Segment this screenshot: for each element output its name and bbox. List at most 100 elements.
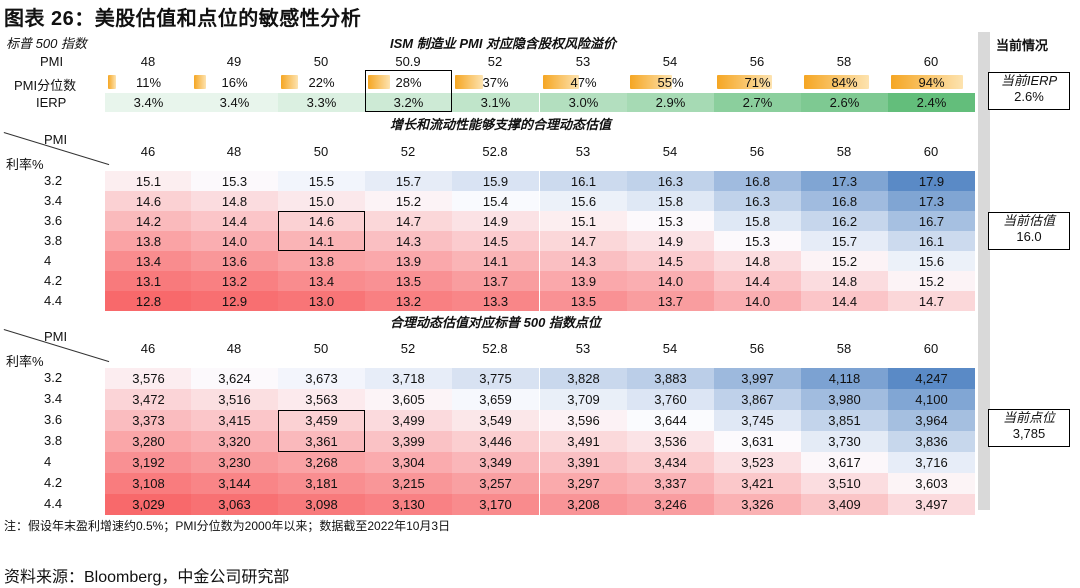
valuation-cell: 14.6 (278, 211, 365, 231)
valuation-cell: 13.9 (540, 271, 627, 291)
valuation-cell: 16.3 (714, 191, 801, 211)
ierp-cell: 3.2% (365, 93, 452, 112)
valuation-cell: 13.7 (452, 271, 539, 291)
index-level-cell: 3,337 (627, 473, 714, 494)
valuation-rate-label: 4.2 (44, 273, 63, 288)
index-level-current-highlight (278, 410, 365, 452)
index-level-cell: 3,828 (540, 368, 627, 389)
pmi-header: 60 (923, 54, 939, 69)
index-level-cell: 3,268 (278, 452, 365, 473)
index-level-rate-label: 4.4 (44, 496, 63, 511)
pmi-header: 50.9 (395, 54, 421, 69)
index-level-cell: 3,349 (452, 452, 539, 473)
valuation-cell: 14.9 (627, 231, 714, 251)
valuation-cell: 16.3 (627, 171, 714, 191)
gray-separator-band (978, 32, 990, 510)
index-level-pmi-header: 46 (140, 341, 156, 356)
index-level-cell: 3,373 (105, 410, 192, 431)
index-level-cell: 3,421 (714, 473, 801, 494)
valuation-cell: 14.7 (540, 231, 627, 251)
ierp-cell: 2.9% (627, 93, 714, 112)
valuation-current-box: 当前估值 16.0 (988, 212, 1070, 250)
valuation-cell: 16.8 (714, 171, 801, 191)
index-level-cell: 3,605 (365, 389, 452, 410)
pmi-percentile-value: 94% (918, 74, 945, 90)
valuation-cell: 15.5 (278, 171, 365, 191)
valuation-cell: 13.5 (365, 271, 452, 291)
valuation-cell: 13.8 (105, 231, 192, 251)
valuation-cell: 14.8 (191, 191, 278, 211)
valuation-cell: 16.8 (801, 191, 888, 211)
index-level-pmi-header: 48 (226, 341, 242, 356)
pmi-header: 53 (575, 54, 591, 69)
index-level-cell: 3,280 (105, 431, 192, 452)
valuation-corner-pmi: PMI (44, 132, 68, 147)
valuation-cell: 15.1 (540, 211, 627, 231)
valuation-cell: 15.3 (191, 171, 278, 191)
index-level-cell: 3,718 (365, 368, 452, 389)
index-level-cell: 3,536 (627, 431, 714, 452)
index-level-cell: 3,745 (714, 410, 801, 431)
index-level-pmi-header: 58 (836, 341, 852, 356)
index-level-cell: 3,130 (365, 494, 452, 515)
index-level-pmi-header: 56 (749, 341, 765, 356)
index-level-cell: 3,730 (801, 431, 888, 452)
valuation-cell: 14.9 (452, 211, 539, 231)
valuation-cell: 13.4 (278, 271, 365, 291)
valuation-cell: 15.2 (801, 251, 888, 271)
valuation-cell: 14.2 (105, 211, 192, 231)
valuation-current-label: 当前估值 (1002, 213, 1055, 228)
index-level-current-value: 3,785 (1012, 426, 1046, 441)
index-level-cell: 3,029 (105, 494, 192, 515)
valuation-corner-rate: 利率% (6, 157, 44, 172)
index-level-cell: 3,775 (452, 368, 539, 389)
row-label-ierp: IERP (36, 95, 67, 110)
index-level-cell: 3,215 (365, 473, 452, 494)
valuation-cell: 12.8 (105, 291, 192, 311)
index-level-cell: 3,980 (801, 389, 888, 410)
index-level-pmi-header: 53 (575, 341, 591, 356)
valuation-cell: 15.4 (452, 191, 539, 211)
valuation-cell: 13.1 (105, 271, 192, 291)
index-level-cell: 3,098 (278, 494, 365, 515)
row-label-pmi-percentile: PMI分位数 (14, 78, 77, 93)
section1-title: ISM 制造业 PMI 对应隐含股权风险溢价 (390, 36, 617, 51)
valuation-pmi-header: 56 (749, 144, 765, 159)
valuation-rate-label: 3.8 (44, 233, 63, 248)
valuation-cell: 14.0 (627, 271, 714, 291)
index-level-cell: 3,624 (191, 368, 278, 389)
valuation-cell: 14.6 (105, 191, 192, 211)
index-level-cell: 3,499 (365, 410, 452, 431)
valuation-cell: 14.0 (191, 231, 278, 251)
valuation-pmi-header: 50 (313, 144, 329, 159)
pmi-percentile-bar (194, 75, 206, 89)
pmi-percentile-value: 11% (135, 74, 162, 90)
index-level-cell: 3,063 (191, 494, 278, 515)
valuation-rate-label: 4 (44, 253, 52, 268)
valuation-cell: 14.5 (452, 231, 539, 251)
valuation-cell: 13.6 (191, 251, 278, 271)
valuation-cell: 15.2 (888, 271, 975, 291)
index-level-cell: 3,491 (540, 431, 627, 452)
index-level-cell: 3,867 (714, 389, 801, 410)
pmi-percentile-value: 84% (831, 74, 858, 90)
current-ierp-box: 当前IERP 2.6% (988, 72, 1070, 110)
source-line: 资料来源：Bloomberg，中金公司研究部 (4, 569, 290, 586)
pmi-percentile-value: 28% (395, 74, 422, 90)
index-level-rate-label: 3.4 (44, 391, 63, 406)
index-level-pmi-header: 52 (400, 341, 416, 356)
index-level-cell: 3,516 (191, 389, 278, 410)
index-level-cell: 3,510 (801, 473, 888, 494)
valuation-cell: 15.7 (801, 231, 888, 251)
index-level-cell: 3,596 (540, 410, 627, 431)
footnote: 注：假设年末盈利增速约0.5%；PMI分位数为2000年以来；数据截至2022年… (4, 519, 451, 533)
index-level-rate-label: 3.8 (44, 433, 63, 448)
valuation-cell: 16.1 (540, 171, 627, 191)
valuation-cell: 12.9 (191, 291, 278, 311)
valuation-cell: 15.6 (888, 251, 975, 271)
valuation-cell: 14.8 (714, 251, 801, 271)
valuation-cell: 14.4 (714, 271, 801, 291)
index-level-cell: 3,144 (191, 473, 278, 494)
valuation-cell: 16.1 (888, 231, 975, 251)
